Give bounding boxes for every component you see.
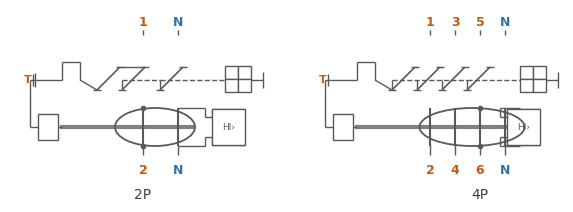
Text: HI›: HI› [222,123,236,131]
Text: T: T [319,75,327,85]
Bar [238,79,251,92]
Text: 6: 6 [476,163,484,177]
Bar [533,79,546,92]
Text: 1: 1 [426,15,434,28]
Text: 2: 2 [426,163,434,177]
Text: 2P: 2P [135,188,152,202]
Text: N: N [173,15,183,28]
Bar [38,114,58,140]
Text: 3: 3 [451,15,460,28]
Text: 4P: 4P [472,188,489,202]
Text: 5: 5 [476,15,484,28]
Text: 4: 4 [450,163,460,177]
Text: T: T [24,75,32,85]
Bar [520,66,533,79]
Text: N: N [500,15,510,28]
Text: 2: 2 [139,163,147,177]
Text: 1: 1 [139,15,147,28]
Bar [225,66,238,79]
Bar [212,109,245,145]
Bar [520,79,533,92]
Text: N: N [500,163,510,177]
Bar [333,114,353,140]
Text: HI›: HI› [517,123,531,131]
Bar [225,79,238,92]
Bar [507,109,540,145]
Bar [533,66,546,79]
Text: N: N [173,163,183,177]
Bar [238,66,251,79]
